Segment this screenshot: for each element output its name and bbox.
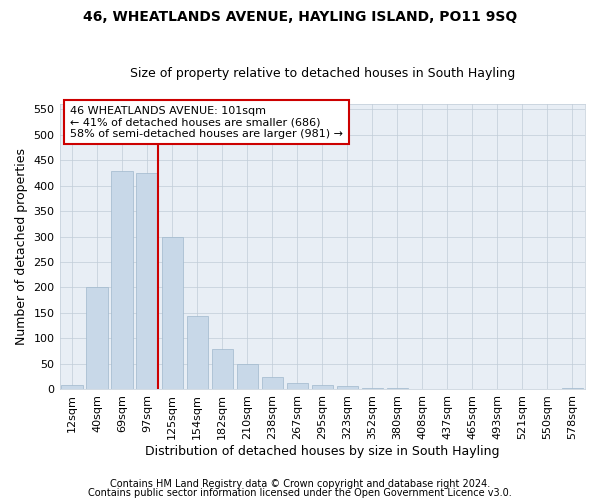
Bar xyxy=(236,364,258,389)
Bar xyxy=(337,386,358,389)
Bar xyxy=(387,388,408,389)
Bar xyxy=(262,377,283,389)
Bar xyxy=(362,388,383,389)
Bar xyxy=(311,385,333,389)
Text: Contains public sector information licensed under the Open Government Licence v3: Contains public sector information licen… xyxy=(88,488,512,498)
X-axis label: Distribution of detached houses by size in South Hayling: Distribution of detached houses by size … xyxy=(145,444,500,458)
Bar xyxy=(136,173,158,389)
Bar xyxy=(86,288,108,389)
Title: Size of property relative to detached houses in South Hayling: Size of property relative to detached ho… xyxy=(130,66,515,80)
Bar xyxy=(412,388,433,389)
Text: Contains HM Land Registry data © Crown copyright and database right 2024.: Contains HM Land Registry data © Crown c… xyxy=(110,479,490,489)
Bar xyxy=(187,316,208,389)
Bar xyxy=(212,350,233,389)
Bar xyxy=(61,385,83,389)
Y-axis label: Number of detached properties: Number of detached properties xyxy=(15,148,28,345)
Text: 46 WHEATLANDS AVENUE: 101sqm
← 41% of detached houses are smaller (686)
58% of s: 46 WHEATLANDS AVENUE: 101sqm ← 41% of de… xyxy=(70,106,343,139)
Bar xyxy=(161,236,183,389)
Bar xyxy=(287,383,308,389)
Text: 46, WHEATLANDS AVENUE, HAYLING ISLAND, PO11 9SQ: 46, WHEATLANDS AVENUE, HAYLING ISLAND, P… xyxy=(83,10,517,24)
Bar xyxy=(112,172,133,389)
Bar xyxy=(562,388,583,389)
